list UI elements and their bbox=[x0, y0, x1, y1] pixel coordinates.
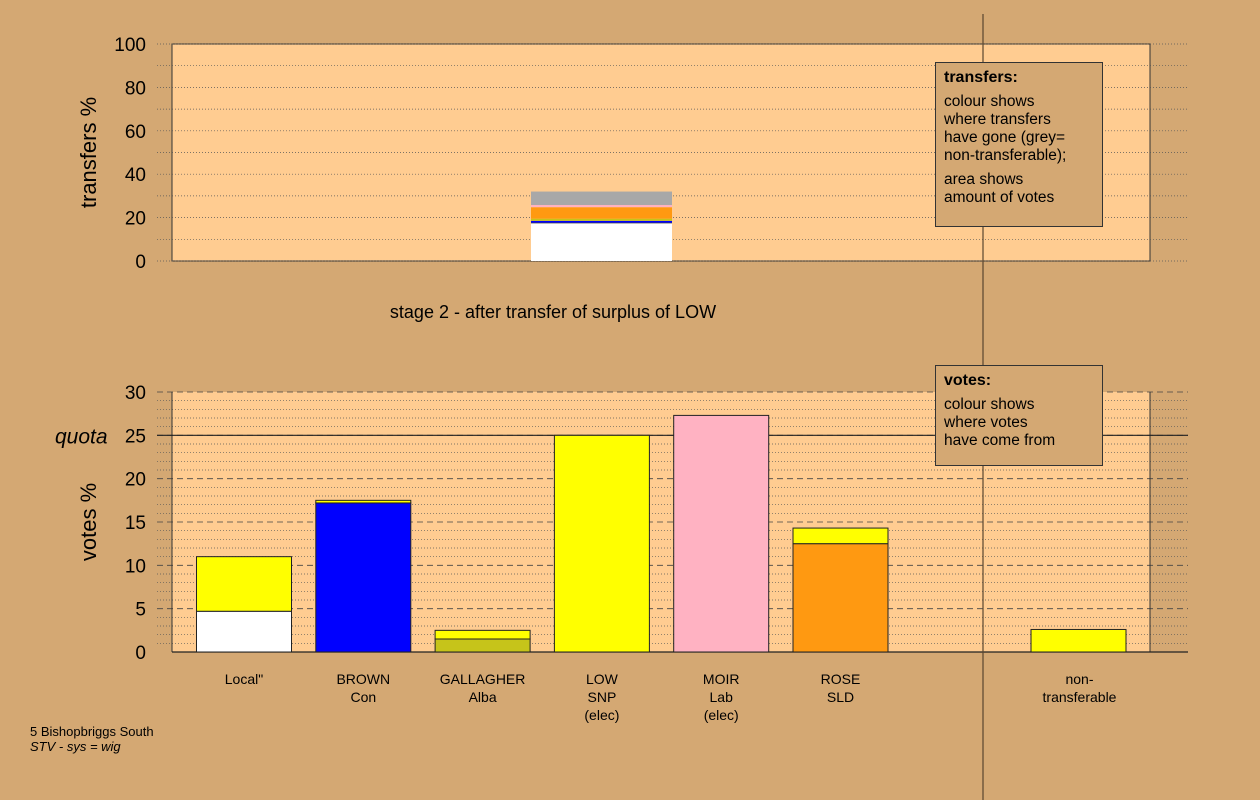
transfers-tick-label: 60 bbox=[125, 122, 146, 143]
candidate-category-label: MOIR bbox=[703, 671, 740, 687]
transfers-legend-line: where transfers bbox=[944, 111, 1051, 128]
candidate-category-label: GALLAGHER bbox=[440, 671, 526, 687]
votes-legend-line: have come from bbox=[944, 432, 1056, 449]
votes-legend-title: votes: bbox=[944, 372, 992, 389]
transfers-axis-label: transfers % bbox=[76, 97, 101, 208]
transfers-legend-line: non-transferable); bbox=[944, 147, 1067, 164]
transfers-bar-segment bbox=[531, 220, 672, 224]
candidate-bar-segment bbox=[434, 638, 531, 653]
nontransferable-category-label: transferable bbox=[1043, 689, 1117, 705]
candidate-category-label: LOW bbox=[586, 671, 619, 687]
votes-tick-label: 10 bbox=[125, 556, 146, 577]
candidate-category-label: Lab bbox=[710, 689, 734, 705]
candidate-bar-segment bbox=[315, 502, 412, 653]
candidate-bar-segment bbox=[434, 629, 531, 640]
stage-caption: stage 2 - after transfer of surplus of L… bbox=[390, 302, 716, 322]
candidate-category-label: Alba bbox=[469, 689, 497, 705]
candidate-bar-segment bbox=[792, 527, 889, 545]
candidate-bar-segment bbox=[196, 556, 292, 612]
transfers-bar-segment bbox=[531, 191, 672, 206]
transfers-legend-line: colour shows bbox=[944, 93, 1035, 110]
transfers-tick-label: 80 bbox=[125, 78, 146, 99]
candidate-category-label: Con bbox=[350, 689, 376, 705]
transfers-bar-segment bbox=[531, 218, 672, 221]
votes-tick-label: 20 bbox=[125, 470, 146, 491]
nontransferable-bar-segment bbox=[1030, 628, 1127, 653]
candidate-category-label: SNP bbox=[588, 689, 617, 705]
votes-tick-label: 0 bbox=[135, 643, 146, 664]
votes-tick-label: 25 bbox=[125, 426, 146, 447]
votes-tick-label: 15 bbox=[125, 513, 146, 534]
votes-legend-line: colour shows bbox=[944, 396, 1035, 413]
candidate-category-label: (elec) bbox=[584, 707, 619, 723]
transfers-legend-line: have gone (grey= bbox=[944, 129, 1066, 146]
transfers-bar-segment bbox=[531, 207, 672, 219]
votes-tick-label: 5 bbox=[135, 600, 146, 621]
transfers-legend-line: amount of votes bbox=[944, 189, 1055, 206]
transfers-tick-label: 20 bbox=[125, 209, 146, 230]
candidate-bar-segment bbox=[792, 543, 889, 653]
transfers-bar-segment bbox=[531, 205, 672, 208]
candidate-bar-segment bbox=[315, 499, 412, 504]
votes-legend: votes: colour shows where votes have com… bbox=[935, 365, 1103, 466]
transfers-legend: transfers: colour shows where transfers … bbox=[935, 62, 1103, 227]
transfers-tick-label: 40 bbox=[125, 165, 146, 186]
transfers-bar-segment bbox=[531, 223, 672, 261]
candidate-bar-segment bbox=[673, 414, 770, 653]
footer-system: STV - sys = wig bbox=[30, 739, 121, 754]
candidate-category-label: SLD bbox=[827, 689, 854, 705]
transfers-legend-line: area shows bbox=[944, 171, 1024, 188]
transfers-tick-label: 0 bbox=[135, 252, 146, 273]
transfers-tick-label: 100 bbox=[114, 35, 146, 56]
candidate-bar-segment bbox=[196, 610, 292, 653]
quota-label: quota bbox=[55, 425, 108, 448]
nontransferable-category-label: non- bbox=[1065, 671, 1093, 687]
candidate-category-label: (elec) bbox=[704, 707, 739, 723]
footer: 5 Bishopbriggs South STV - sys = wig bbox=[30, 724, 154, 754]
votes-legend-line: where votes bbox=[944, 414, 1028, 431]
transfers-legend-title: transfers: bbox=[944, 69, 1018, 86]
votes-axis-label: votes % bbox=[76, 483, 101, 561]
votes-tick-label: 30 bbox=[125, 383, 146, 404]
candidate-bar-segment bbox=[553, 434, 650, 653]
candidate-category-label: ROSE bbox=[821, 671, 861, 687]
candidate-category-label: Local" bbox=[225, 671, 263, 687]
footer-place: 5 Bishopbriggs South bbox=[30, 724, 154, 739]
candidate-category-label: BROWN bbox=[336, 671, 390, 687]
